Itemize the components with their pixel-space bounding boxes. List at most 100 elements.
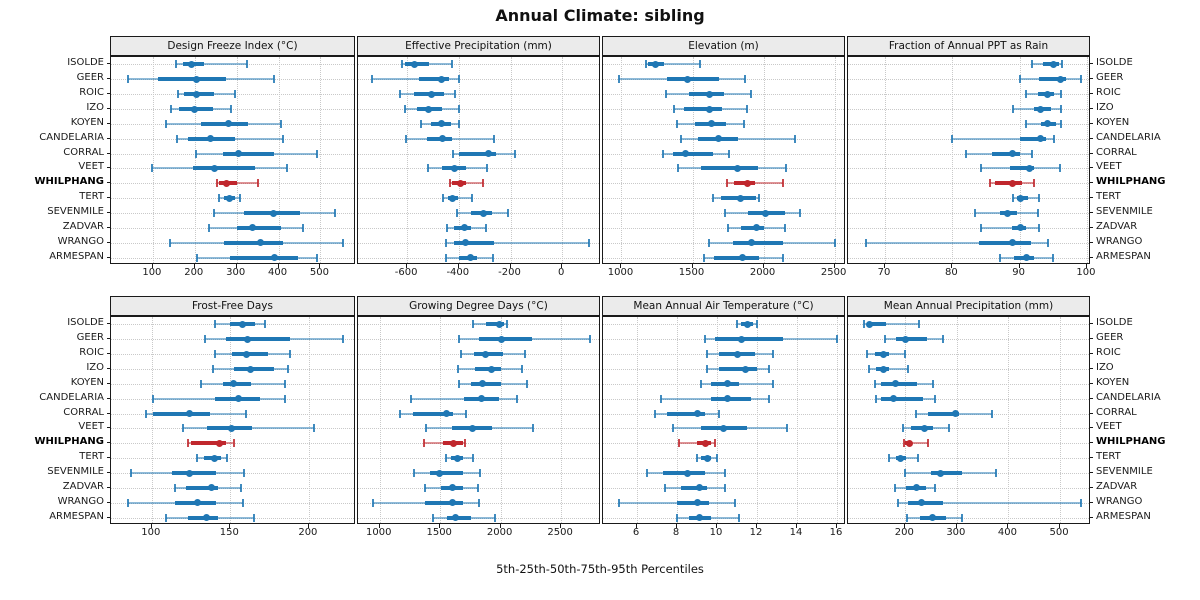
gridline-horizontal [603,458,844,460]
gridline-vertical [440,317,442,523]
station-tick-mark [1090,353,1093,355]
percentile-5-cap [712,194,715,203]
percentile-95-cap [699,60,702,69]
percentile-5-cap [413,469,416,477]
gridline-vertical [621,57,623,263]
percentile-25-75-bar [229,255,298,260]
gridline-horizontal [848,183,1089,185]
median-dot [681,150,689,158]
percentile-95-cap [834,238,837,247]
percentile-5-cap [405,134,408,143]
axis-tick-mark [756,524,757,528]
gridline-vertical [692,57,694,263]
median-dot [222,179,230,187]
gridline-horizontal [358,94,599,96]
median-dot [705,90,713,98]
station-label-right: WHILPHANG [1096,176,1166,188]
gridline-horizontal [358,64,599,66]
axis-tick-label: 2000 [749,267,776,278]
station-label-right: WHILPHANG [1096,436,1166,448]
gridline-horizontal [848,213,1089,214]
percentile-5-cap [664,483,666,492]
gridline-horizontal [848,354,1089,356]
percentile-5-cap [420,119,423,128]
station-tick-mark [107,122,110,124]
percentile-95-cap [734,498,736,507]
axis-tick-mark [676,524,677,528]
station-tick-mark [1090,501,1093,503]
station-tick-mark [1090,108,1093,109]
station-tick-mark [1090,152,1093,154]
median-dot [1056,75,1064,83]
median-dot [239,320,247,328]
median-dot [736,194,744,202]
panel-plot [357,316,600,524]
station-label-left: IZO [86,362,104,373]
percentile-95-cap [1037,209,1040,217]
percentile-5-95-line [445,241,590,244]
median-dot [193,90,201,98]
percentile-5-cap [660,394,662,403]
axis-tick-mark [319,264,321,268]
median-dot [193,75,201,83]
percentile-95-cap [756,320,758,329]
median-dot [448,194,456,202]
axis-tick-label: 100 [142,267,162,278]
percentile-25-75-bar [719,367,757,371]
axis-tick-mark [235,264,237,268]
median-dot [695,484,703,492]
percentile-95-cap [252,513,255,522]
gridline-horizontal [848,257,1089,259]
median-dot [495,320,503,328]
percentile-95-cap [927,439,930,448]
percentile-25-75-bar [224,240,283,245]
axis-tick-label: 1000 [366,527,392,538]
median-dot [247,365,255,373]
median-dot [1026,164,1034,172]
percentile-5-cap [999,253,1002,262]
percentile-25-75-bar [667,411,705,416]
median-dot [478,380,486,388]
median-dot [438,120,446,128]
median-dot [744,179,752,187]
median-dot [952,410,960,418]
percentile-95-cap [238,194,241,203]
percentile-5-cap [887,454,890,463]
station-tick-mark [107,457,110,459]
percentile-25-75-bar [172,471,217,475]
gridline-vertical [152,57,154,263]
station-label-left: CORRAL [63,406,104,418]
gridline-horizontal [848,517,1089,519]
station-label-left: TERT [79,191,104,203]
panel-header: Growing Degree Days (°C) [357,296,600,316]
percentile-5-cap [884,335,887,344]
station-label-left: ARMESPAN [49,250,104,262]
percentile-5-cap [904,469,907,477]
station-tick-mark [107,323,110,325]
percentile-5-cap [989,179,992,188]
percentile-95-cap [315,253,318,262]
percentile-25-75-bar [231,352,269,357]
gridline-horizontal [358,458,599,460]
station-tick-mark [1090,323,1093,325]
percentile-25-75-bar [928,411,960,416]
percentile-95-cap [728,149,731,158]
median-dot [733,164,741,172]
percentile-5-95-line [175,63,247,66]
station-label-right: ISOLDE [1096,57,1133,69]
station-label-left: ROIC [79,87,104,99]
median-dot [467,254,475,262]
percentile-95-cap [716,454,718,463]
axis-tick-mark [439,524,441,528]
gridline-horizontal [848,339,1089,341]
station-label-left: SEVENMILE [47,466,104,477]
axis-tick-mark [378,524,380,528]
median-dot [234,395,242,403]
percentile-25-75-bar [931,471,963,475]
percentile-95-cap [738,513,740,522]
median-dot [438,135,446,143]
percentile-95-cap [245,60,248,69]
panel-plot [357,56,600,264]
percentile-95-cap [906,365,909,373]
axis-tick-mark [951,264,953,268]
